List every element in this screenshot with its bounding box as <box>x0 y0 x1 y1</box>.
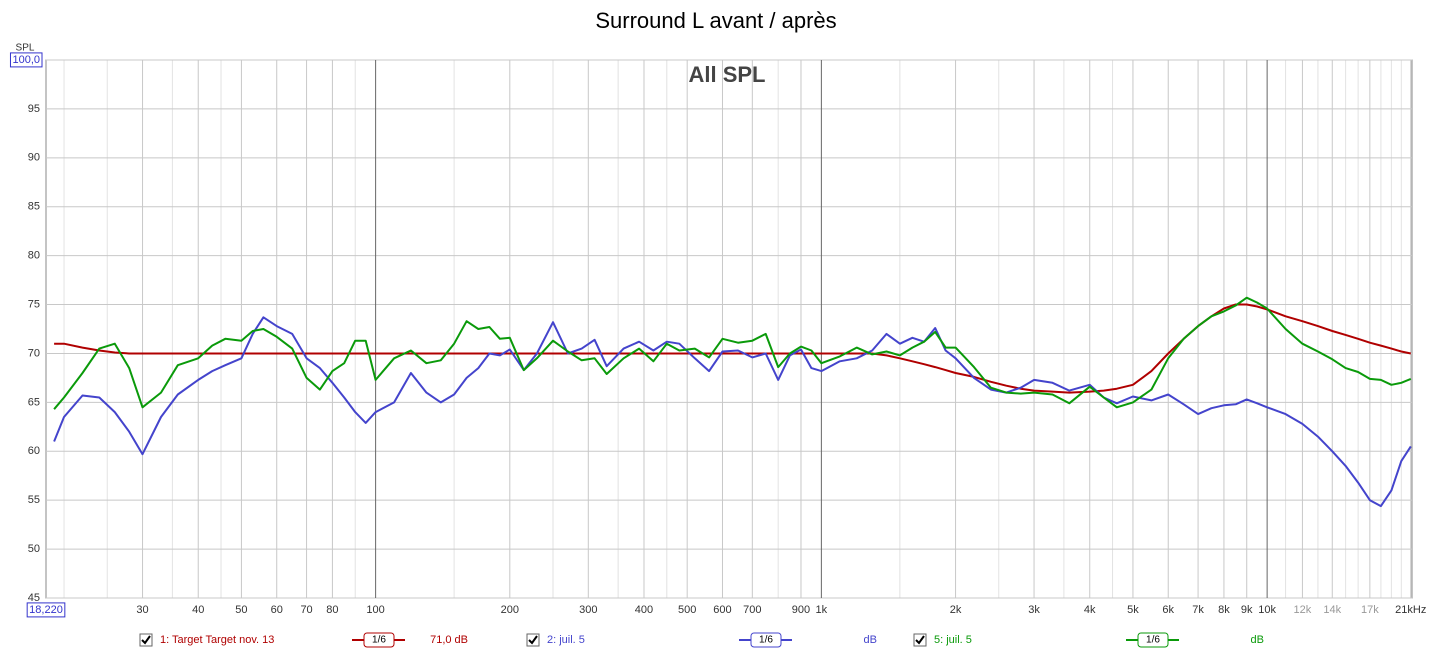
x-tick-label: 50 <box>235 604 247 616</box>
smoothing-label: 1/6 <box>1146 635 1160 646</box>
x-tick-label: 600 <box>713 604 731 616</box>
x-tick-label: 300 <box>579 604 597 616</box>
plot-area <box>45 59 1413 599</box>
legend-label: 5: juil. 5 <box>934 634 972 646</box>
chart-title: Surround L avant / après <box>595 8 836 33</box>
x-tick-label: 60 <box>271 604 283 616</box>
x-tick-label: 7k <box>1192 604 1204 616</box>
level-label: 71,0 dB <box>430 634 468 646</box>
tick-box <box>26 602 66 618</box>
y-tick-label: 85 <box>28 201 40 213</box>
smoothing-box[interactable] <box>1137 632 1169 648</box>
x-tick-label: 3k <box>1028 604 1040 616</box>
legend-label: 1: Target Target nov. 13 <box>160 634 274 646</box>
x-tick-label: 80 <box>326 604 338 616</box>
y-tick-label: 55 <box>28 494 40 506</box>
x-tick-label: 2k <box>950 604 962 616</box>
x-tick-label: 17k <box>1361 604 1379 616</box>
y-tick-label: 65 <box>28 396 40 408</box>
x-tick-label: 900 <box>792 604 810 616</box>
y-tick-label: 70 <box>28 347 40 359</box>
x-tick-label: 18,220 <box>29 604 63 616</box>
x-tick-label: 100 <box>366 604 384 616</box>
checkmark <box>528 635 538 645</box>
x-tick-label: 6k <box>1162 604 1174 616</box>
smoothing-label: 1/6 <box>759 635 773 646</box>
x-tick-label: 1k <box>816 604 828 616</box>
x-tick-label: 10k <box>1258 604 1276 616</box>
x-tick-label: 8k <box>1218 604 1230 616</box>
x-tick-label: 400 <box>635 604 653 616</box>
smoothing-label: 1/6 <box>372 635 386 646</box>
checkmark <box>141 635 151 645</box>
tick-box <box>9 52 43 68</box>
y-axis-label: SPL <box>16 43 35 54</box>
y-tick-label: 50 <box>28 543 40 555</box>
x-tick-label: 30 <box>136 604 148 616</box>
y-tick-label: 75 <box>28 298 40 310</box>
x-tick-label: 4k <box>1084 604 1096 616</box>
x-tick-label: 9k <box>1241 604 1253 616</box>
smoothing-box[interactable] <box>363 632 395 648</box>
level-label: dB <box>864 634 877 646</box>
y-tick-label: 45 <box>28 592 40 604</box>
series-line <box>53 296 1412 410</box>
x-tick-label: 500 <box>678 604 696 616</box>
y-tick-label: 80 <box>28 250 40 262</box>
smoothing-box[interactable] <box>750 632 782 648</box>
y-tick-label: 60 <box>28 445 40 457</box>
series-line <box>53 316 1412 508</box>
x-tick-label: 21kHz <box>1395 604 1426 616</box>
x-tick-label: 5k <box>1127 604 1139 616</box>
chart-subtitle: All SPL <box>688 62 765 87</box>
x-tick-label: 40 <box>192 604 204 616</box>
y-tick-label: 100,0 <box>12 54 40 66</box>
x-tick-label: 700 <box>743 604 761 616</box>
x-tick-label: 14k <box>1323 604 1341 616</box>
x-tick-label: 12k <box>1294 604 1312 616</box>
legend-label: 2: juil. 5 <box>547 634 585 646</box>
checkmark <box>915 635 925 645</box>
x-tick-label: 70 <box>300 604 312 616</box>
y-tick-label: 90 <box>28 152 40 164</box>
x-tick-label: 200 <box>501 604 519 616</box>
level-label: dB <box>1251 634 1264 646</box>
y-tick-label: 95 <box>28 103 40 115</box>
